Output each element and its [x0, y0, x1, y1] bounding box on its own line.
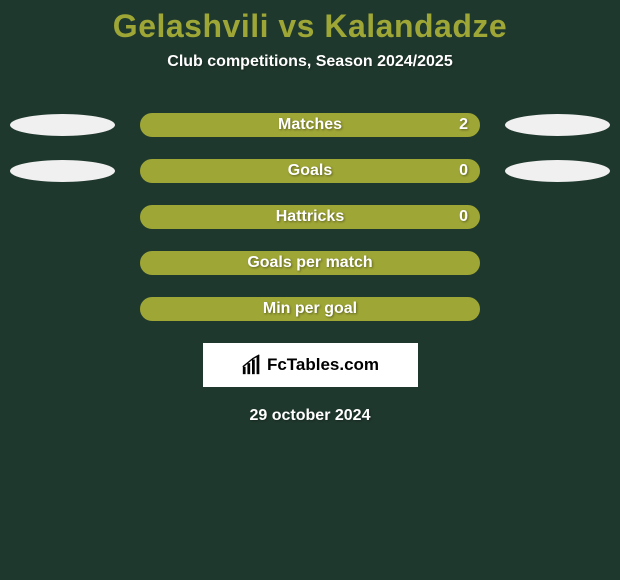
stat-bar-track: Goals per match: [140, 251, 480, 275]
stat-label: Matches: [278, 116, 342, 134]
subtitle: Club competitions, Season 2024/2025: [0, 53, 620, 71]
stat-bar-track: Matches 2: [140, 113, 480, 137]
stats-card: Gelashvili vs Kalandadze Club competitio…: [0, 0, 620, 580]
page-title: Gelashvili vs Kalandadze: [0, 0, 620, 45]
stat-ellipse-right: [505, 114, 610, 136]
stat-label: Goals per match: [247, 254, 372, 272]
stat-row: Matches 2: [10, 113, 610, 137]
stat-ellipse-left: [10, 160, 115, 182]
stat-value-right: 0: [459, 162, 468, 180]
stat-value-right: 2: [459, 116, 468, 134]
stat-row: Goals 0: [10, 159, 610, 183]
stat-label: Min per goal: [263, 300, 357, 318]
stat-row: Min per goal: [10, 297, 610, 321]
stat-bar-track: Goals 0: [140, 159, 480, 183]
stat-label: Hattricks: [276, 208, 344, 226]
stats-area: Matches 2 Goals 0 Hattricks 0 Goals per match M…: [0, 113, 620, 321]
logo-box: FcTables.com: [203, 343, 418, 387]
stat-row: Hattricks 0: [10, 205, 610, 229]
stat-ellipse-right: [505, 160, 610, 182]
logo-text: FcTables.com: [267, 355, 379, 375]
stat-ellipse-left: [10, 114, 115, 136]
date-line: 29 october 2024: [0, 407, 620, 425]
stat-bar-track: Hattricks 0: [140, 205, 480, 229]
logo-chart-icon: [241, 354, 263, 376]
stat-value-right: 0: [459, 208, 468, 226]
stat-bar-track: Min per goal: [140, 297, 480, 321]
stat-row: Goals per match: [10, 251, 610, 275]
stat-label: Goals: [288, 162, 332, 180]
